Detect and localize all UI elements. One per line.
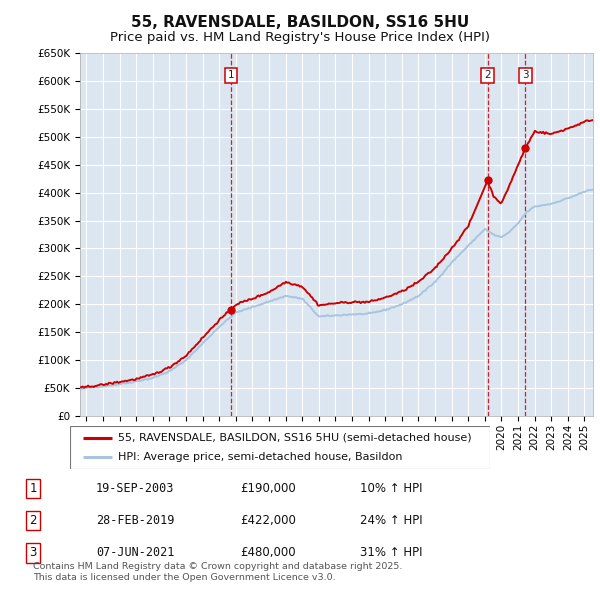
Text: 55, RAVENSDALE, BASILDON, SS16 5HU: 55, RAVENSDALE, BASILDON, SS16 5HU bbox=[131, 15, 469, 30]
Text: 10% ↑ HPI: 10% ↑ HPI bbox=[360, 482, 422, 495]
Text: 55, RAVENSDALE, BASILDON, SS16 5HU (semi-detached house): 55, RAVENSDALE, BASILDON, SS16 5HU (semi… bbox=[119, 432, 472, 442]
Point bbox=[483, 176, 493, 185]
Text: 2: 2 bbox=[484, 70, 491, 80]
Point bbox=[226, 305, 236, 314]
Text: £480,000: £480,000 bbox=[240, 546, 296, 559]
Text: 1: 1 bbox=[29, 482, 37, 495]
Text: Contains HM Land Registry data © Crown copyright and database right 2025.
This d: Contains HM Land Registry data © Crown c… bbox=[33, 562, 403, 582]
Text: Price paid vs. HM Land Registry's House Price Index (HPI): Price paid vs. HM Land Registry's House … bbox=[110, 31, 490, 44]
Text: HPI: Average price, semi-detached house, Basildon: HPI: Average price, semi-detached house,… bbox=[119, 453, 403, 463]
Text: 1: 1 bbox=[228, 70, 235, 80]
Text: £190,000: £190,000 bbox=[240, 482, 296, 495]
Text: £422,000: £422,000 bbox=[240, 514, 296, 527]
Text: 2: 2 bbox=[29, 514, 37, 527]
FancyBboxPatch shape bbox=[70, 426, 490, 469]
Text: 28-FEB-2019: 28-FEB-2019 bbox=[96, 514, 175, 527]
Text: 24% ↑ HPI: 24% ↑ HPI bbox=[360, 514, 422, 527]
Point bbox=[521, 143, 530, 153]
Text: 19-SEP-2003: 19-SEP-2003 bbox=[96, 482, 175, 495]
Text: 3: 3 bbox=[29, 546, 37, 559]
Text: 31% ↑ HPI: 31% ↑ HPI bbox=[360, 546, 422, 559]
Text: 3: 3 bbox=[522, 70, 529, 80]
Text: 07-JUN-2021: 07-JUN-2021 bbox=[96, 546, 175, 559]
